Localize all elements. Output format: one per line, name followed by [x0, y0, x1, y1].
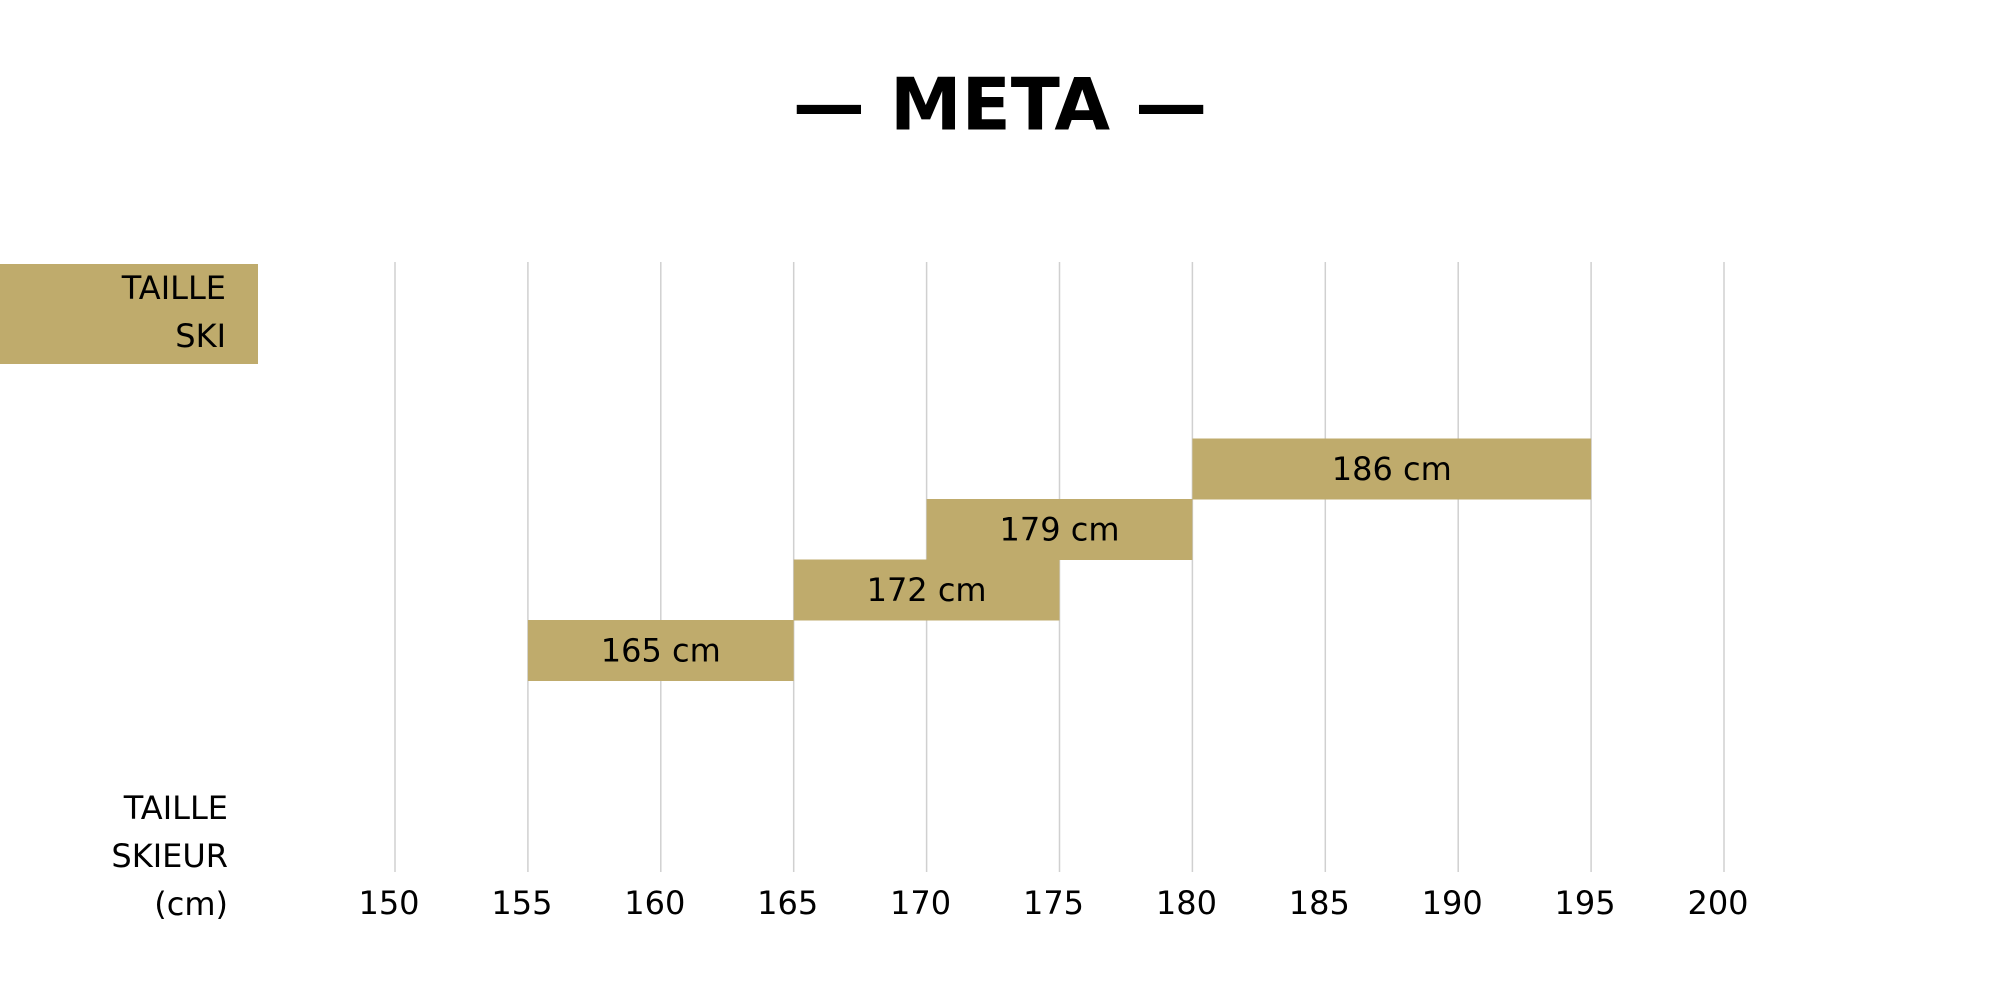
x-tick-label: 160 — [624, 884, 685, 922]
x-label: (cm) — [154, 885, 228, 923]
x-tick-label: 175 — [1023, 884, 1084, 922]
x-tick-label: 170 — [890, 884, 951, 922]
x-tick-label: 190 — [1422, 884, 1483, 922]
x-label: SKIEUR — [111, 837, 228, 875]
x-tick-label: 180 — [1156, 884, 1217, 922]
x-tick-label: 150 — [358, 884, 419, 922]
chart-title: — META — — [793, 63, 1207, 147]
x-tick-label: 200 — [1687, 884, 1748, 922]
bar-label: 165 cm — [601, 632, 721, 670]
x-tick-label: 185 — [1289, 884, 1350, 922]
x-label: TAILLE — [123, 789, 228, 827]
x-tick-label: 195 — [1555, 884, 1616, 922]
y-label-box — [0, 264, 258, 364]
bar-label: 179 cm — [999, 511, 1119, 549]
y-label: SKI — [175, 317, 226, 355]
bar — [793, 559, 1060, 621]
bar-label: 172 cm — [867, 571, 987, 609]
bar-label: 186 cm — [1332, 450, 1452, 488]
bar — [527, 620, 794, 681]
x-tick-label: 155 — [491, 884, 552, 922]
x-tick-label: 165 — [757, 884, 818, 922]
y-label: TAILLE — [121, 269, 226, 307]
bar — [926, 499, 1193, 560]
bar — [1192, 438, 1592, 500]
